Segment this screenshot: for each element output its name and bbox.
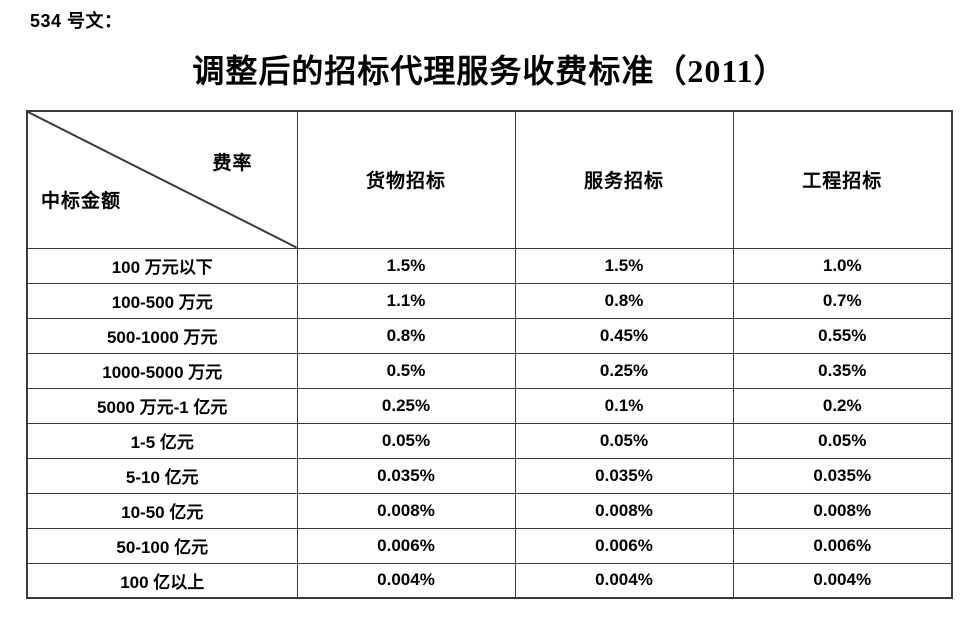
fee-table: 费率 中标金额 货物招标 服务招标 工程招标 100 万元以下 1.5% 1.5… [26,110,953,599]
fee-value-cell: 0.035% [514,457,734,494]
table-row: 100 万元以下 1.5% 1.5% 1.0% [26,247,953,284]
fee-value-cell: 0.008% [732,492,953,529]
page-title: 调整后的招标代理服务收费标准（2011） [192,53,787,89]
table-row: 1-5 亿元 0.05% 0.05% 0.05% [26,422,953,459]
row-label: 100 万元以下 [26,247,298,284]
fee-value-cell: 0.004% [514,562,734,599]
corner-label-rate: 费率 [212,153,253,174]
table-row: 100 亿以上 0.004% 0.004% 0.004% [26,562,953,599]
table-row: 50-100 亿元 0.006% 0.006% 0.006% [26,527,953,564]
fee-value-cell: 1.0% [732,247,953,284]
fee-value-cell: 0.1% [514,387,734,424]
fee-value-cell: 1.1% [296,282,516,319]
fee-value-cell: 0.35% [732,352,953,389]
fee-value-cell: 0.8% [514,282,734,319]
fee-value-cell: 1.5% [514,247,734,284]
table-row: 5000 万元-1 亿元 0.25% 0.1% 0.2% [26,387,953,424]
row-label: 10-50 亿元 [26,492,298,529]
table-row: 10-50 亿元 0.008% 0.008% 0.008% [26,492,953,529]
table-row: 500-1000 万元 0.8% 0.45% 0.55% [26,317,953,354]
row-label: 5-10 亿元 [26,457,298,494]
fee-value-cell: 0.7% [732,282,953,319]
fee-value-cell: 0.2% [732,387,953,424]
column-header-engineering-bidding: 工程招标 [732,110,953,249]
fee-value-cell: 0.25% [296,387,516,424]
column-header-goods-bidding: 货物招标 [296,110,516,249]
table-row: 100-500 万元 1.1% 0.8% 0.7% [26,282,953,319]
fee-value-cell: 0.006% [514,527,734,564]
fee-value-cell: 0.55% [732,317,953,354]
table-row: 1000-5000 万元 0.5% 0.25% 0.35% [26,352,953,389]
fee-value-cell: 0.035% [732,457,953,494]
fee-value-cell: 1.5% [296,247,516,284]
corner-label-bid-amount: 中标金额 [41,191,122,212]
fee-value-cell: 0.5% [296,352,516,389]
fee-value-cell: 0.05% [732,422,953,459]
fee-value-cell: 0.8% [296,317,516,354]
row-label: 5000 万元-1 亿元 [26,387,298,424]
table-row: 5-10 亿元 0.035% 0.035% 0.035% [26,457,953,494]
fee-value-cell: 0.45% [514,317,734,354]
row-label: 1-5 亿元 [26,422,298,459]
row-label: 100-500 万元 [26,282,298,319]
fee-value-cell: 0.008% [296,492,516,529]
row-label: 50-100 亿元 [26,527,298,564]
fee-value-cell: 0.004% [296,562,516,599]
doc-number-label: 534 号文： [30,11,123,31]
fee-value-cell: 0.05% [296,422,516,459]
row-label: 1000-5000 万元 [26,352,298,389]
column-header-service-bidding: 服务招标 [514,110,734,249]
fee-value-cell: 0.006% [732,527,953,564]
fee-value-cell: 0.006% [296,527,516,564]
table-corner-cell: 费率 中标金额 [26,110,298,249]
row-label: 100 亿以上 [26,562,298,599]
fee-value-cell: 0.008% [514,492,734,529]
row-label: 500-1000 万元 [26,317,298,354]
fee-value-cell: 0.25% [514,352,734,389]
fee-value-cell: 0.004% [732,562,953,599]
fee-value-cell: 0.035% [296,457,516,494]
diagonal-divider-line [28,112,297,248]
table-header-row: 费率 中标金额 货物招标 服务招标 工程招标 [26,110,953,249]
fee-value-cell: 0.05% [514,422,734,459]
